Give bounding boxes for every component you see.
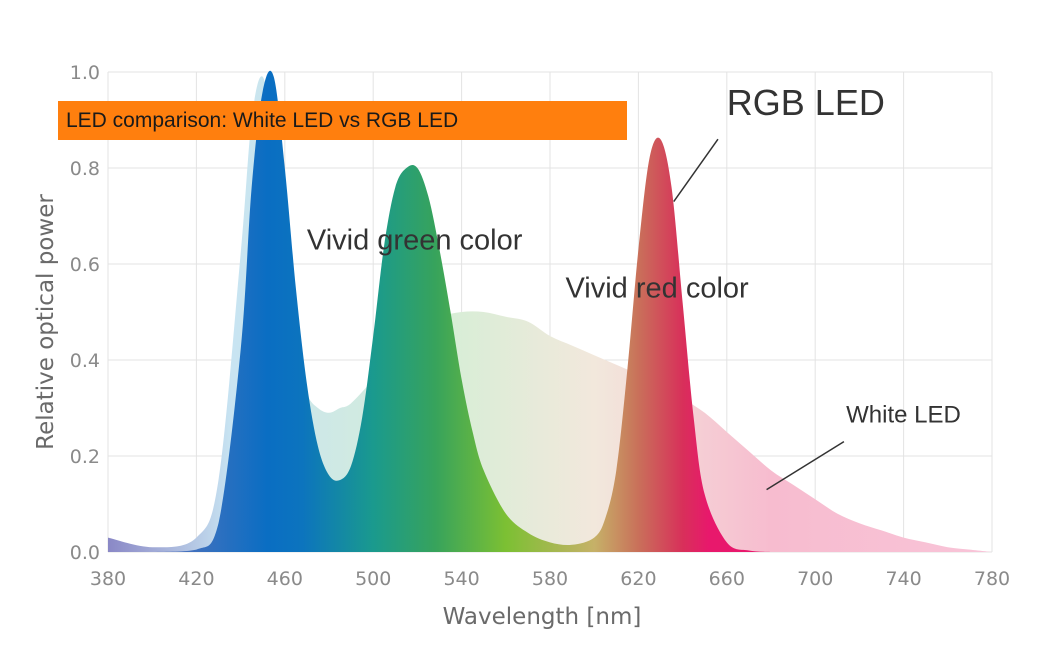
banner-text: LED comparison: White LED vs RGB LED <box>66 108 459 132</box>
x-tick-label: 620 <box>620 568 656 590</box>
y-tick-label: 1.0 <box>70 62 100 84</box>
x-tick-label: 540 <box>443 568 479 590</box>
x-tick-label: 420 <box>178 568 214 590</box>
y-tick-label: 0.2 <box>70 446 100 468</box>
x-tick-label: 460 <box>267 568 303 590</box>
x-tick-label: 580 <box>532 568 568 590</box>
x-axis-label: Wavelength [nm] <box>443 604 642 630</box>
annotation-label: White LED <box>846 401 961 428</box>
x-tick-label: 740 <box>885 568 921 590</box>
x-tick-label: 660 <box>709 568 745 590</box>
y-tick-label: 0.8 <box>70 158 100 180</box>
white-led-area <box>108 76 992 552</box>
y-tick-label: 0.6 <box>70 254 100 276</box>
series-layer <box>108 70 992 552</box>
annotation-label: Vivid green color <box>307 225 523 257</box>
title-banner: LED comparison: White LED vs RGB LED <box>58 101 627 140</box>
annotation-leader-line <box>673 138 719 203</box>
x-tick-label: 500 <box>355 568 391 590</box>
annotation-label: RGB LED <box>727 82 885 123</box>
rgb-led-area <box>108 70 771 552</box>
x-tick-label: 780 <box>974 568 1010 590</box>
y-tick-label: 0.0 <box>70 542 100 564</box>
y-axis-label: Relative optical power <box>33 194 59 450</box>
x-tick-label: 380 <box>90 568 126 590</box>
y-tick-label: 0.4 <box>70 350 100 372</box>
x-ticks: 380 420 460 500 540 580 620 660 700 740 780 <box>90 568 1010 590</box>
x-tick-label: 700 <box>797 568 833 590</box>
y-ticks: 0.0 0.2 0.4 0.6 0.8 1.0 <box>70 62 100 564</box>
annotation-label: Vivid red color <box>565 273 749 305</box>
annotation-leader-line <box>766 440 845 491</box>
annotations: RGB LED Vivid green color Vivid red color W… <box>307 82 961 491</box>
